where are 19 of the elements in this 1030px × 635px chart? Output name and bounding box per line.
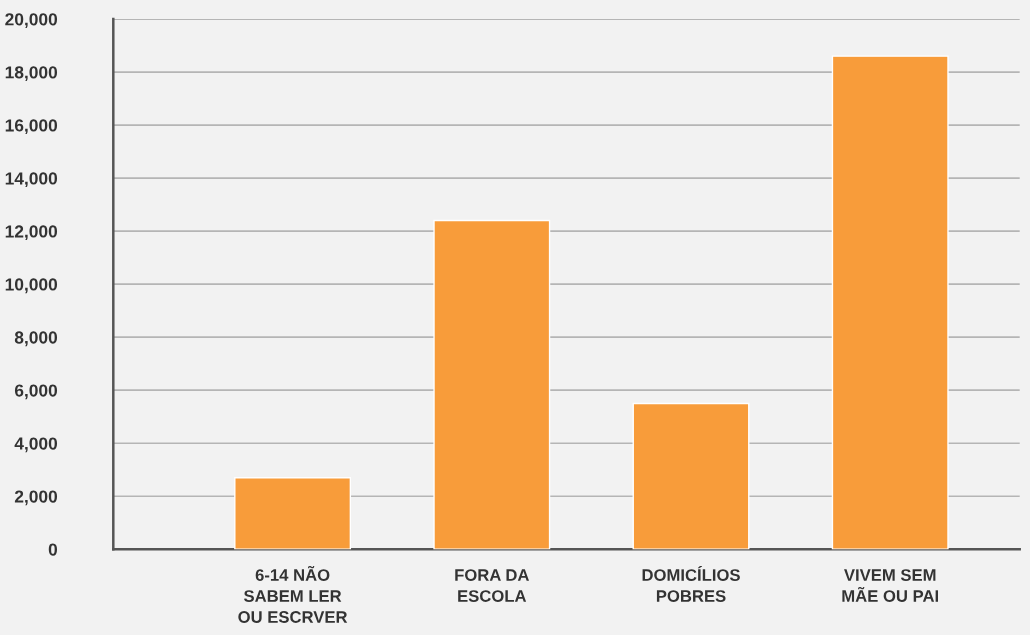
x-tick-label: 6-14 NÃO SABEM LER OU ESCRVER: [238, 565, 348, 623]
x-tick-label: FORA DA ESCOLA: [455, 569, 529, 602]
y-tick-label: 12,000: [5, 225, 58, 241]
y-tick-label: 0: [48, 543, 58, 556]
bar: [831, 55, 949, 550]
y-tick-label: 8,000: [14, 331, 58, 347]
y-tick-label: 14,000: [5, 172, 58, 188]
x-tick-label: VIVEM SEM MÃE OU PAI: [842, 569, 939, 602]
y-tick-label: 16,000: [5, 119, 58, 135]
x-tick-label: DOMICÍLIOS POBRES: [642, 566, 740, 602]
y-tick-label: 20,000: [5, 13, 58, 29]
y-tick-label: 6,000: [14, 384, 58, 400]
bar: [632, 402, 750, 550]
y-tick-label: 2,000: [14, 490, 58, 506]
y-tick-label: 18,000: [5, 66, 58, 82]
y-tick-label: 10,000: [5, 278, 58, 294]
bar: [433, 219, 551, 550]
y-tick-label: 4,000: [14, 437, 58, 453]
bar: [234, 476, 352, 550]
